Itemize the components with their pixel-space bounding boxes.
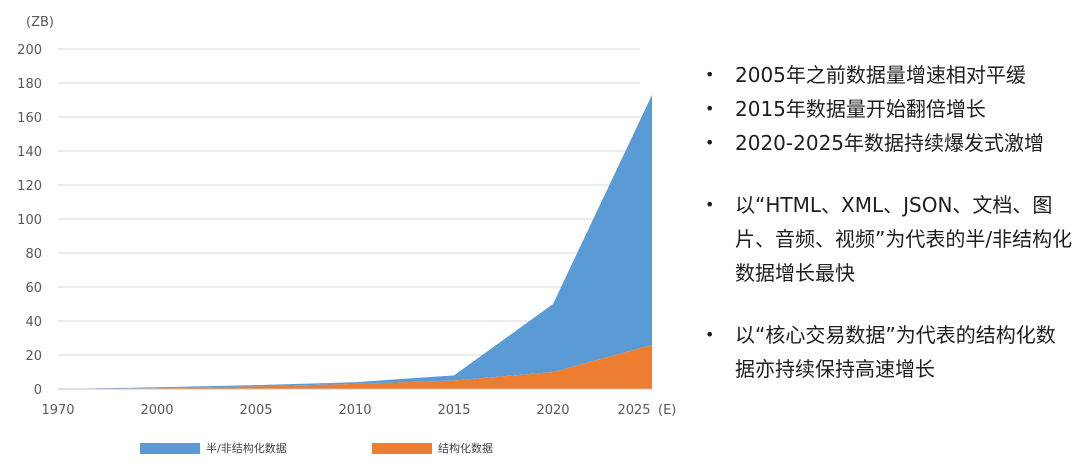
y-tick-label: 120 (17, 179, 42, 194)
y-tick-label: 60 (25, 281, 42, 296)
bullet-dot: • (705, 99, 715, 118)
x-tick-label: 1970 (41, 403, 74, 418)
bullet-dot: • (705, 65, 715, 84)
bullet-item: • 以“核心交易数据”为代表的结构化数据亦持续保持高速增长 (705, 318, 1075, 386)
stacked-area-chart: 0 20 40 60 80 100 120 140 160 180 200 (ZB) 1970 2000 2… (17, 15, 676, 418)
bullet-item: • 2020-2025年数据持续爆发式激增 (705, 126, 1075, 160)
bullet-text: 以“HTML、XML、JSON、文档、图片、音频、视频”为代表的半/非结构化数据… (735, 193, 1073, 285)
y-tick-label: 200 (17, 43, 42, 58)
bullet-gap (705, 290, 1075, 318)
y-tick-label: 40 (25, 315, 42, 330)
x-tick-label: 2010 (338, 403, 371, 418)
y-tick-label: 0 (34, 383, 42, 398)
x-axis-suffix: (E) (658, 403, 676, 418)
bullet-item: • 2015年数据量开始翻倍增长 (705, 92, 1075, 126)
bullet-dot: • (705, 195, 715, 214)
bullet-dot: • (705, 325, 715, 344)
bullet-dot: • (705, 133, 715, 152)
bullet-gap (705, 160, 1075, 188)
chart-legend: 半/非结构化数据 结构化数据 (0, 440, 700, 460)
legend-item: 结构化数据 (372, 440, 493, 456)
x-tick-label: 2020 (536, 403, 569, 418)
y-tick-label: 100 (17, 213, 42, 228)
legend-label: 结构化数据 (438, 442, 493, 455)
legend-item: 半/非结构化数据 (140, 440, 287, 456)
y-tick-label: 180 (17, 77, 42, 92)
area-series-1 (58, 94, 652, 390)
y-tick-label: 20 (25, 349, 42, 364)
bullet-text: 2015年数据量开始翻倍增长 (735, 97, 986, 121)
bullet-item: • 以“HTML、XML、JSON、文档、图片、音频、视频”为代表的半/非结构化数… (705, 188, 1075, 290)
x-tick-label: 2000 (140, 403, 173, 418)
bullet-text: 以“核心交易数据”为代表的结构化数据亦持续保持高速增长 (735, 323, 1056, 381)
chart: 0 20 40 60 80 100 120 140 160 180 200 (ZB) 1970 2000 2… (17, 15, 676, 418)
bullet-item: • 2005年之前数据量增速相对平缓 (705, 58, 1075, 92)
y-unit-label: (ZB) (26, 15, 54, 30)
bullet-text: 2005年之前数据量增速相对平缓 (735, 63, 1026, 87)
x-tick-label: 2015 (437, 403, 470, 418)
area-series-0 (58, 344, 652, 389)
legend-label: 半/非结构化数据 (206, 442, 287, 455)
y-tick-label: 80 (25, 247, 42, 262)
x-tick-label: 2025 (617, 403, 650, 418)
bullet-text: 2020-2025年数据持续爆发式激增 (735, 131, 1045, 155)
legend-swatch (372, 442, 432, 454)
y-tick-label: 160 (17, 111, 42, 126)
x-tick-label: 2005 (239, 403, 272, 418)
y-tick-label: 140 (17, 145, 42, 160)
bullet-list: • 2005年之前数据量增速相对平缓 • 2015年数据量开始翻倍增长 • 2020-20… (705, 58, 1075, 386)
legend-swatch (140, 442, 200, 454)
